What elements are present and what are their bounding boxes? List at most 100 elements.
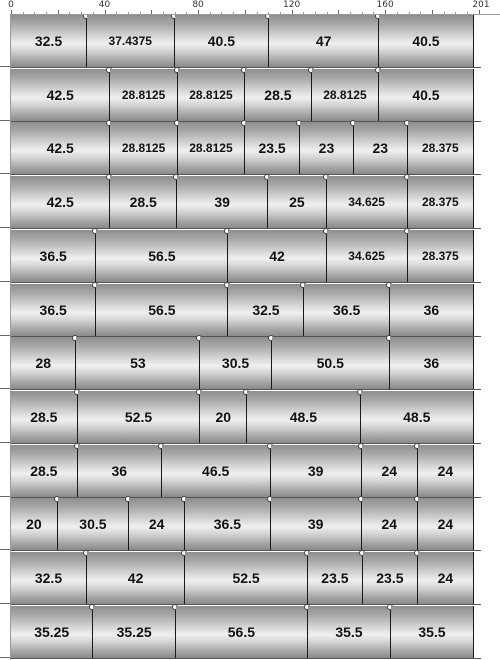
cut-piece[interactable]: 46.5 [161,442,273,497]
cut-piece[interactable]: 28.5 [110,174,180,229]
piece-length-label: 23 [372,140,389,157]
cut-piece[interactable]: 23.5 [245,120,303,175]
cut-piece[interactable]: 56.5 [96,227,231,282]
cut-piece[interactable]: 42.5 [11,120,113,175]
cut-piece[interactable]: 28.8125 [177,66,248,121]
ruler-tick [198,10,200,14]
offcut-area [473,283,481,336]
piece-length-label: 40.5 [412,33,440,49]
ruler-tick [291,10,293,14]
cut-piece[interactable]: 20 [11,496,60,551]
cut-piece[interactable]: 24 [417,498,474,551]
cut-piece[interactable]: 23.5 [362,550,420,604]
cut-piece[interactable]: 30.5 [57,496,132,551]
cut-row: 42.5 28.5 39 25 34.625 28.375 [11,174,481,230]
cutting-layout: 32.5 37.4375 40.5 47 40.5 42.5 28.8125 28.8125 2… [11,15,481,660]
cut-piece[interactable]: 53 [76,335,203,390]
piece-length-label: 32.5 [252,301,280,318]
piece-length-label: 28.5 [30,462,58,479]
cut-piece[interactable]: 28 [11,335,79,390]
cut-piece[interactable]: 28.8125 [311,66,382,121]
piece-length-label: 56.5 [148,301,176,318]
ruler-tick [209,12,211,14]
piece-length-label: 20 [26,516,42,533]
cut-piece[interactable]: 24 [417,444,474,497]
cut-piece[interactable]: 48.5 [360,390,474,443]
cut-piece[interactable]: 48.5 [247,388,363,443]
cut-piece[interactable]: 36 [77,442,164,497]
cut-piece[interactable]: 35.25 [11,603,96,658]
cut-piece[interactable]: 24 [361,496,420,551]
cut-piece[interactable]: 56.5 [175,603,310,658]
cut-piece[interactable]: 40.5 [174,15,272,67]
cut-piece[interactable]: 42.5 [11,66,113,121]
cut-piece[interactable]: 40.5 [379,68,474,121]
piece-length-label: 53 [130,355,146,372]
cut-piece[interactable]: 42.5 [11,174,113,229]
piece-length-label: 36.5 [213,516,241,533]
cut-piece[interactable]: 34.625 [326,227,410,282]
cut-piece[interactable]: 47 [269,15,382,67]
cut-piece[interactable]: 36.5 [304,281,392,336]
cut-piece[interactable]: 42 [86,550,188,604]
cut-piece[interactable]: 50.5 [271,335,392,390]
piece-length-label: 24 [437,516,454,533]
cut-piece[interactable]: 40.5 [379,15,474,67]
piece-length-label: 52.5 [124,408,153,425]
cut-piece[interactable]: 28.8125 [177,120,248,175]
cut-piece[interactable]: 36 [389,283,474,336]
cut-piece[interactable]: 28.5 [11,388,80,443]
cut-piece[interactable]: 28.8125 [110,120,180,175]
piece-length-label: 24 [148,516,165,533]
cut-piece[interactable]: 28.375 [407,122,474,175]
ruler-tick [373,12,375,14]
cut-piece[interactable]: 36.5 [11,281,99,336]
cut-piece[interactable]: 32.5 [11,550,89,604]
cut-piece[interactable]: 28.375 [407,229,474,282]
offcut-area [473,122,481,175]
cut-piece[interactable]: 28.375 [407,176,474,229]
cut-piece[interactable]: 24 [129,496,188,551]
cut-piece[interactable]: 28.8125 [110,66,180,121]
piece-length-label: 39 [307,462,324,479]
piece-length-label: 42 [269,247,285,264]
cut-piece[interactable]: 52.5 [77,388,203,443]
cut-piece[interactable]: 30.5 [200,335,274,390]
cut-piece[interactable]: 28.5 [245,66,314,121]
cut-piece[interactable]: 24 [361,442,420,497]
cut-piece[interactable]: 56.5 [96,281,231,336]
piece-length-label: 34.625 [348,195,385,210]
cut-piece[interactable]: 39 [270,442,364,497]
cut-piece[interactable]: 39 [270,496,364,551]
cut-piece[interactable]: 37.4375 [86,15,177,67]
ruler-tick [420,12,422,14]
piece-length-label: 35.25 [116,623,152,640]
cut-piece[interactable]: 34.625 [326,174,410,229]
cut-piece[interactable]: 28.5 [11,442,80,497]
cut-piece[interactable]: 23.5 [307,550,365,604]
cut-piece[interactable]: 24 [417,552,474,604]
ruler-tick [478,10,480,14]
cut-row: 42.5 28.8125 28.8125 23.5 23 23 28.375 [11,120,481,176]
ruler-label: 80 [192,0,204,10]
cut-piece[interactable]: 39 [177,174,271,229]
cut-piece[interactable]: 35.5 [390,605,474,658]
cut-piece[interactable]: 23 [300,120,356,175]
ruler-tick [46,12,48,14]
cut-piece[interactable]: 42 [228,227,329,282]
piece-length-label: 46.5 [202,462,230,479]
cut-piece[interactable]: 36.5 [185,496,273,551]
piece-length-label: 30.5 [221,355,250,372]
cut-piece[interactable]: 35.25 [93,603,178,658]
cut-piece[interactable]: 36 [389,337,474,390]
cut-row: 32.5 42 52.5 23.5 23.5 24 [11,550,481,605]
cut-piece[interactable]: 32.5 [11,15,89,67]
ruler-tick [326,12,328,14]
cut-piece[interactable]: 36.5 [11,227,99,282]
cut-piece[interactable]: 52.5 [185,550,310,604]
cut-piece[interactable]: 23 [353,120,410,175]
cut-piece[interactable]: 20 [200,388,250,443]
cut-piece[interactable]: 35.5 [307,603,393,658]
cut-piece[interactable]: 25 [268,174,329,229]
cut-piece[interactable]: 32.5 [228,281,307,336]
